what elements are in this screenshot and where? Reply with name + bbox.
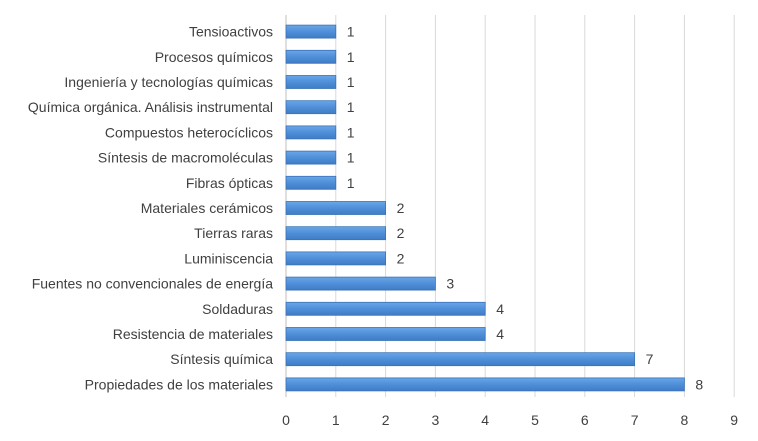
bar <box>285 100 337 115</box>
x-tick-label: 1 <box>332 412 340 428</box>
x-tick-label: 4 <box>481 412 489 428</box>
bar <box>285 201 386 215</box>
data-label: 4 <box>496 326 504 342</box>
bar <box>285 24 337 39</box>
bar <box>285 352 636 367</box>
category-label: Fuentes no convencionales de energía <box>32 276 273 292</box>
category-label: Propiedades de los materiales <box>85 376 273 392</box>
category-label: Ingeniería y tecnologías químicas <box>64 74 273 90</box>
category-labels: Tensioactivos Procesos químicos Ingeniería… <box>28 24 273 393</box>
data-label: 1 <box>347 24 355 40</box>
category-label: Procesos químicos <box>155 49 273 65</box>
bar <box>285 226 386 241</box>
category-label: Luminiscencia <box>184 250 273 266</box>
data-label: 1 <box>347 74 355 90</box>
category-label: Síntesis de macromoléculas <box>98 150 273 166</box>
category-label: Tensioactivos <box>189 24 273 40</box>
data-label: 2 <box>397 200 405 216</box>
x-tick-label: 7 <box>631 412 639 428</box>
bar <box>285 327 486 341</box>
data-label: 3 <box>446 276 454 292</box>
data-labels: 1 1 1 1 1 1 1 2 2 2 3 4 4 7 8 <box>347 24 704 393</box>
x-axis-tick-labels: 0 1 2 3 4 5 6 7 8 9 <box>282 412 738 428</box>
category-label: Materiales cerámicos <box>141 200 273 216</box>
x-tick-label: 0 <box>282 412 290 428</box>
x-tick-label: 9 <box>730 412 738 428</box>
bar <box>285 150 337 165</box>
data-label: 4 <box>496 301 504 317</box>
bar <box>285 49 337 64</box>
data-label: 1 <box>347 175 355 191</box>
bar <box>285 251 386 266</box>
data-label: 1 <box>347 99 355 115</box>
bar <box>285 175 337 190</box>
bar <box>285 75 337 89</box>
x-tick-label: 3 <box>432 412 440 428</box>
data-label: 1 <box>347 124 355 140</box>
data-label: 1 <box>347 150 355 166</box>
bar <box>285 276 436 291</box>
category-label: Fibras ópticas <box>186 175 273 191</box>
x-tick-label: 5 <box>531 412 539 428</box>
category-label: Soldaduras <box>202 301 273 317</box>
category-label: Resistencia de materiales <box>113 326 273 342</box>
x-tick-label: 6 <box>581 412 589 428</box>
bars <box>285 24 685 392</box>
data-label: 8 <box>695 376 703 392</box>
data-label: 1 <box>347 49 355 65</box>
bar <box>285 377 685 392</box>
bar <box>285 125 337 140</box>
category-label: Tierras raras <box>194 225 273 241</box>
category-label: Compuestos heterocíclicos <box>105 124 273 140</box>
category-label: Química orgánica. Análisis instrumental <box>28 99 273 115</box>
category-label: Síntesis química <box>170 351 273 367</box>
bar <box>285 301 486 316</box>
x-tick-label: 2 <box>382 412 390 428</box>
x-tick-label: 8 <box>681 412 689 428</box>
data-label: 2 <box>397 250 405 266</box>
data-label: 7 <box>646 351 654 367</box>
data-label: 2 <box>397 225 405 241</box>
